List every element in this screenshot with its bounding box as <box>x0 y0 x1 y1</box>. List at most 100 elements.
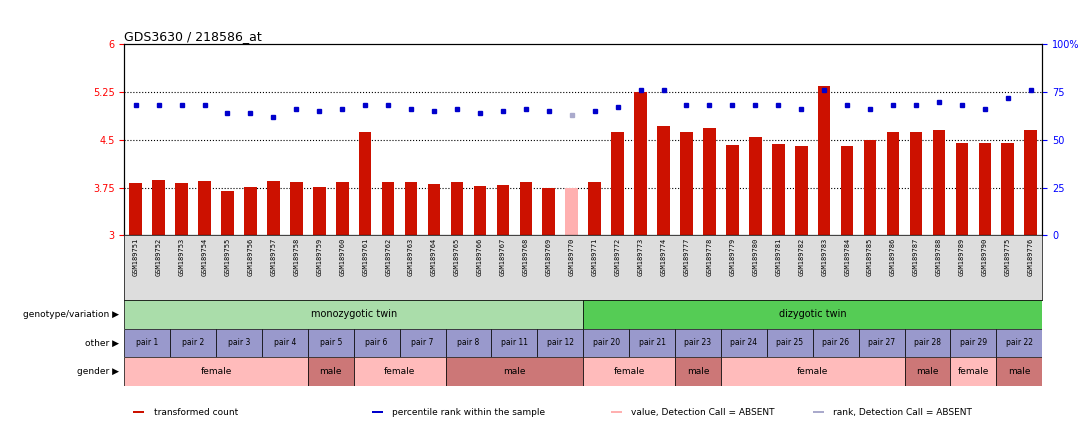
Bar <box>978 143 991 235</box>
Text: GSM189755: GSM189755 <box>225 237 230 275</box>
Bar <box>905 329 950 357</box>
Bar <box>216 329 261 357</box>
Text: pair 26: pair 26 <box>822 338 849 348</box>
Bar <box>589 182 600 235</box>
Bar <box>336 182 349 235</box>
Text: gender ▶: gender ▶ <box>77 367 119 377</box>
Text: GSM189778: GSM189778 <box>706 237 713 275</box>
Bar <box>658 126 670 235</box>
Text: male: male <box>320 367 342 377</box>
Bar <box>566 188 578 235</box>
Bar <box>818 86 831 235</box>
Bar <box>497 185 509 235</box>
Text: pair 8: pair 8 <box>457 338 480 348</box>
Text: pair 12: pair 12 <box>546 338 573 348</box>
Bar <box>244 187 257 235</box>
Text: pair 20: pair 20 <box>593 338 620 348</box>
Text: pair 11: pair 11 <box>501 338 528 348</box>
Bar <box>221 191 233 235</box>
Bar <box>405 182 417 235</box>
Bar <box>841 146 853 235</box>
Bar <box>175 183 188 235</box>
Text: GSM189790: GSM189790 <box>982 237 988 275</box>
Text: pair 29: pair 29 <box>960 338 987 348</box>
Bar <box>583 300 1042 329</box>
Text: male: male <box>916 367 939 377</box>
Bar <box>909 132 922 235</box>
Bar <box>813 411 824 412</box>
Bar <box>956 143 968 235</box>
Bar <box>950 357 997 386</box>
Bar <box>887 132 900 235</box>
Text: GSM189788: GSM189788 <box>936 237 942 275</box>
Text: female: female <box>797 367 828 377</box>
Bar <box>1025 131 1037 235</box>
Bar <box>130 183 141 235</box>
Text: GSM189779: GSM189779 <box>729 237 735 275</box>
Bar <box>313 187 325 235</box>
Bar <box>124 300 583 329</box>
Text: GSM189789: GSM189789 <box>959 237 964 275</box>
Bar <box>864 140 876 235</box>
Bar <box>583 329 629 357</box>
Text: GSM189758: GSM189758 <box>294 237 299 275</box>
Text: pair 6: pair 6 <box>365 338 388 348</box>
Text: pair 1: pair 1 <box>136 338 159 348</box>
Text: GSM189754: GSM189754 <box>202 237 207 275</box>
Bar <box>199 181 211 235</box>
Bar <box>813 329 859 357</box>
Bar <box>1001 143 1014 235</box>
Bar <box>997 357 1042 386</box>
Text: GSM189783: GSM189783 <box>821 237 827 275</box>
Text: pair 22: pair 22 <box>1005 338 1032 348</box>
Bar <box>124 329 171 357</box>
Bar <box>750 137 761 235</box>
Bar <box>491 329 538 357</box>
Text: GSM189760: GSM189760 <box>339 237 346 275</box>
Bar <box>291 182 302 235</box>
Bar <box>703 128 716 235</box>
Text: GSM189770: GSM189770 <box>569 237 575 275</box>
Text: pair 4: pair 4 <box>273 338 296 348</box>
Bar <box>905 357 950 386</box>
Text: GSM189751: GSM189751 <box>133 237 138 275</box>
Bar <box>171 329 216 357</box>
Text: GSM189767: GSM189767 <box>500 237 505 275</box>
Bar <box>634 92 647 235</box>
Bar <box>450 182 463 235</box>
Text: percentile rank within the sample: percentile rank within the sample <box>392 408 545 417</box>
Text: GSM189780: GSM189780 <box>753 237 758 275</box>
Text: pair 25: pair 25 <box>777 338 804 348</box>
Text: other ▶: other ▶ <box>85 338 119 348</box>
Bar <box>134 411 145 412</box>
Text: GSM189765: GSM189765 <box>454 237 460 275</box>
Text: female: female <box>200 367 232 377</box>
Text: GSM189762: GSM189762 <box>386 237 391 275</box>
Text: GSM189782: GSM189782 <box>798 237 805 275</box>
Text: GSM189768: GSM189768 <box>523 237 529 275</box>
Bar <box>721 357 905 386</box>
Bar <box>630 329 675 357</box>
Text: GSM189786: GSM189786 <box>890 237 896 275</box>
Text: value, Detection Call = ABSENT: value, Detection Call = ABSENT <box>631 408 774 417</box>
Bar <box>950 329 997 357</box>
Bar <box>428 184 441 235</box>
Text: monozygotic twin: monozygotic twin <box>311 309 396 319</box>
Bar <box>680 132 692 235</box>
Bar <box>519 182 532 235</box>
Bar <box>542 188 555 235</box>
Bar <box>675 329 721 357</box>
Bar <box>933 131 945 235</box>
Text: male: male <box>687 367 710 377</box>
Text: GSM189776: GSM189776 <box>1028 237 1034 275</box>
Bar <box>772 144 784 235</box>
Text: GSM189777: GSM189777 <box>684 237 689 275</box>
Text: GSM189774: GSM189774 <box>661 237 666 275</box>
Text: pair 5: pair 5 <box>320 338 342 348</box>
Bar <box>721 329 767 357</box>
Bar <box>308 357 354 386</box>
Text: male: male <box>1008 367 1030 377</box>
Bar <box>354 357 446 386</box>
Bar <box>124 357 308 386</box>
Text: male: male <box>503 367 526 377</box>
